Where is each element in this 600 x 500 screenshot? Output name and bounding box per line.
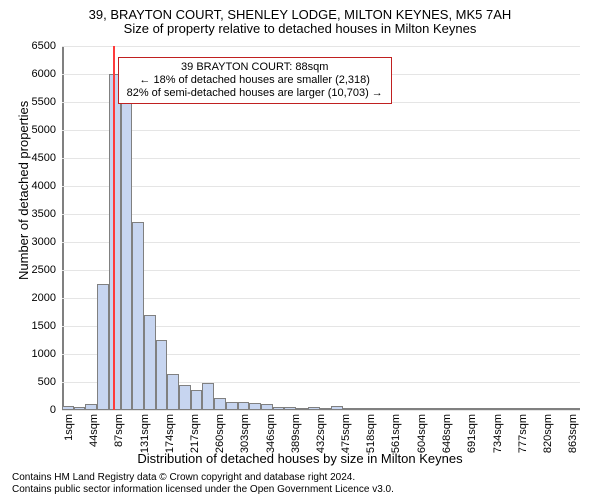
title-sub: Size of property relative to detached ho… [0, 22, 600, 36]
histogram-bar [320, 408, 332, 410]
xtick-label: 734sqm [492, 414, 504, 453]
histogram-bar [62, 406, 74, 410]
xtick-label: 777sqm [517, 414, 529, 453]
histogram-bar [109, 74, 121, 410]
chart-container: 39, BRAYTON COURT, SHENLEY LODGE, MILTON… [0, 0, 600, 500]
histogram-bar [249, 403, 261, 410]
ytick-label: 6000 [32, 68, 56, 80]
annotation-line: 39 BRAYTON COURT: 88sqm [127, 61, 383, 74]
ytick-label: 500 [38, 376, 56, 388]
highlight-line [113, 46, 115, 410]
xtick-label: 174sqm [164, 414, 176, 453]
plot-area: 0500100015002000250030003500400045005000… [62, 46, 580, 410]
histogram-bar [202, 383, 214, 410]
histogram-bar [132, 222, 144, 410]
histogram-bar [179, 385, 191, 410]
x-axis-label: Distribution of detached houses by size … [0, 451, 600, 466]
xtick-label: 691sqm [466, 414, 478, 453]
ytick-label: 0 [50, 404, 56, 416]
xtick-label: 303sqm [239, 414, 251, 453]
ytick-label: 1500 [32, 320, 56, 332]
grid-line [62, 130, 580, 131]
histogram-bar [226, 402, 238, 410]
histogram-bar [261, 404, 273, 410]
xtick-label: 432sqm [315, 414, 327, 453]
histogram-bar [85, 404, 97, 410]
ytick-label: 6500 [32, 40, 56, 52]
histogram-bar [308, 407, 320, 410]
title-block: 39, BRAYTON COURT, SHENLEY LODGE, MILTON… [0, 8, 600, 36]
title-main: 39, BRAYTON COURT, SHENLEY LODGE, MILTON… [0, 8, 600, 22]
ytick-label: 2000 [32, 292, 56, 304]
grid-line [62, 186, 580, 187]
histogram-bar [97, 284, 109, 410]
ytick-label: 3500 [32, 208, 56, 220]
histogram-bar [296, 408, 308, 410]
xtick-label: 44sqm [88, 414, 100, 447]
xtick-label: 389sqm [290, 414, 302, 453]
y-axis-label: Number of detached properties [16, 101, 31, 280]
grid-line [62, 410, 580, 411]
xtick-label: 131sqm [139, 414, 151, 453]
ytick-label: 5500 [32, 96, 56, 108]
xtick-label: 518sqm [365, 414, 377, 453]
histogram-bar [121, 102, 133, 410]
xtick-label: 561sqm [390, 414, 402, 453]
credits-line2: Contains public sector information licen… [12, 484, 394, 496]
ytick-label: 5000 [32, 124, 56, 136]
histogram-bar [331, 406, 343, 410]
histogram-bar [343, 408, 355, 410]
histogram-bar [284, 407, 296, 410]
grid-line [62, 158, 580, 159]
xtick-label: 260sqm [214, 414, 226, 453]
annotation-line: ← 18% of detached houses are smaller (2,… [127, 74, 383, 87]
credits: Contains HM Land Registry data © Crown c… [12, 472, 394, 496]
xtick-label: 604sqm [416, 414, 428, 453]
ytick-label: 1000 [32, 348, 56, 360]
xtick-label: 217sqm [189, 414, 201, 453]
histogram-bar [167, 374, 179, 410]
credits-line1: Contains HM Land Registry data © Crown c… [12, 472, 394, 484]
histogram-bar [214, 398, 226, 410]
xtick-label: 87sqm [113, 414, 125, 447]
xtick-label: 475sqm [340, 414, 352, 453]
annotation-box: 39 BRAYTON COURT: 88sqm← 18% of detached… [118, 57, 392, 104]
histogram-bar [191, 390, 203, 410]
xtick-label: 863sqm [567, 414, 579, 453]
histogram-bar [144, 315, 156, 410]
grid-line [62, 214, 580, 215]
xtick-label: 1sqm [63, 414, 75, 441]
xtick-label: 346sqm [265, 414, 277, 453]
histogram-bar [238, 402, 250, 410]
annotation-line: 82% of semi-detached houses are larger (… [127, 87, 383, 100]
histogram-bar [273, 407, 285, 410]
ytick-label: 4000 [32, 180, 56, 192]
ytick-label: 2500 [32, 264, 56, 276]
ytick-label: 4500 [32, 152, 56, 164]
y-axis-line [62, 46, 64, 410]
grid-line [62, 46, 580, 47]
histogram-bar [74, 407, 86, 410]
ytick-label: 3000 [32, 236, 56, 248]
histogram-bar [156, 340, 168, 410]
xtick-label: 820sqm [542, 414, 554, 453]
xtick-label: 648sqm [441, 414, 453, 453]
